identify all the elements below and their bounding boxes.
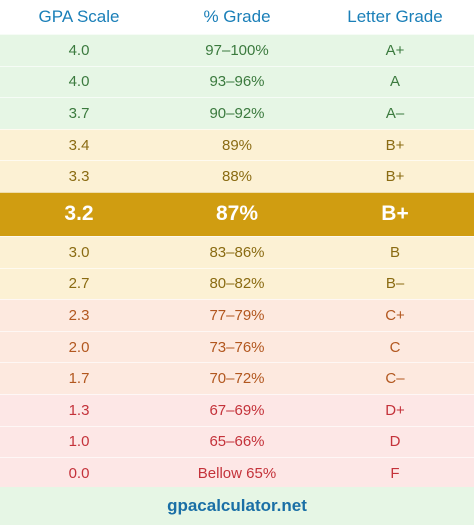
letter-cell: D: [389, 433, 401, 451]
table-body: 4.0 97–100% A+ 4.0 93–96% A 3.7 90–92% A– 3.4 89% B…: [0, 34, 474, 489]
letter-cell: A: [389, 73, 400, 91]
percent-cell: 70–72%: [209, 370, 265, 388]
letter-cell: F: [390, 464, 400, 482]
percent-cell: 73–76%: [209, 338, 265, 356]
site-name: gpacalculator.net: [167, 496, 307, 515]
table-row: 1.7 70–72% C–: [0, 362, 474, 394]
gpa-cell: 0.0: [68, 464, 90, 482]
letter-cell: B+: [385, 136, 405, 154]
table-row: 2.0 73–76% C: [0, 330, 474, 363]
gpa-cell: 3.7: [68, 104, 90, 122]
letter-cell: B+: [385, 168, 405, 186]
table-row: 2.7 80–82% B–: [0, 267, 474, 300]
percent-cell: 87%: [215, 202, 259, 226]
letter-cell: C+: [385, 306, 405, 324]
gpa-cell: 1.0: [68, 433, 90, 451]
percent-cell: Bellow 65%: [197, 464, 277, 482]
gpa-cell: 3.2: [64, 202, 94, 226]
table-row: 3.7 90–92% A–: [0, 97, 474, 129]
letter-cell: C: [389, 338, 401, 356]
table-header: GPA Scale % Grade Letter Grade: [0, 0, 474, 34]
table-row: 3.0 83–86% B: [0, 235, 474, 268]
table-row: 0.0 Bellow 65% F: [0, 457, 474, 489]
table-row: 1.3 67–69% D+: [0, 393, 474, 426]
percent-cell: 93–96%: [209, 73, 265, 91]
table-row: 1.0 65–66% D: [0, 425, 474, 458]
table-row: 3.2 87% B+: [0, 191, 474, 236]
site-footer: gpacalculator.net: [0, 487, 474, 525]
table-row: 3.4 89% B+: [0, 128, 474, 161]
gpa-cell: 3.0: [68, 243, 90, 261]
letter-cell: D+: [385, 401, 405, 419]
gpa-cell: 3.4: [68, 136, 90, 154]
gpa-cell: 1.3: [68, 401, 90, 419]
table-row: 2.3 77–79% C+: [0, 299, 474, 331]
gpa-cell: 3.3: [68, 168, 90, 186]
gpa-cell: 2.7: [68, 275, 90, 293]
gpa-cell: 2.0: [68, 338, 90, 356]
percent-cell: 80–82%: [209, 275, 265, 293]
table-row: 4.0 93–96% A: [0, 65, 474, 98]
percent-cell: 88%: [221, 168, 253, 186]
percent-cell: 90–92%: [209, 104, 265, 122]
table-row: 4.0 97–100% A+: [0, 34, 474, 66]
gpa-cell: 4.0: [68, 73, 90, 91]
percent-cell: 65–66%: [209, 433, 265, 451]
letter-cell: B: [389, 243, 400, 261]
gpa-cell: 2.3: [68, 306, 90, 324]
percent-cell: 77–79%: [209, 306, 265, 324]
letter-cell: B–: [385, 275, 405, 293]
letter-cell: A–: [385, 104, 405, 122]
gpa-cell: 1.7: [68, 370, 90, 388]
letter-cell: C–: [385, 370, 405, 388]
letter-cell: A+: [385, 41, 405, 59]
percent-cell: 89%: [221, 136, 253, 154]
percent-cell: 67–69%: [209, 401, 265, 419]
percent-cell: 83–86%: [209, 243, 265, 261]
gpa-cell: 4.0: [68, 41, 90, 59]
letter-grade-header: Letter Grade: [347, 7, 443, 26]
gpa-scale-header: GPA Scale: [38, 7, 120, 26]
table-row: 3.3 88% B+: [0, 160, 474, 192]
percent-cell: 97–100%: [205, 41, 269, 59]
letter-cell: B+: [381, 202, 409, 226]
percent-grade-header: % Grade: [203, 7, 271, 26]
